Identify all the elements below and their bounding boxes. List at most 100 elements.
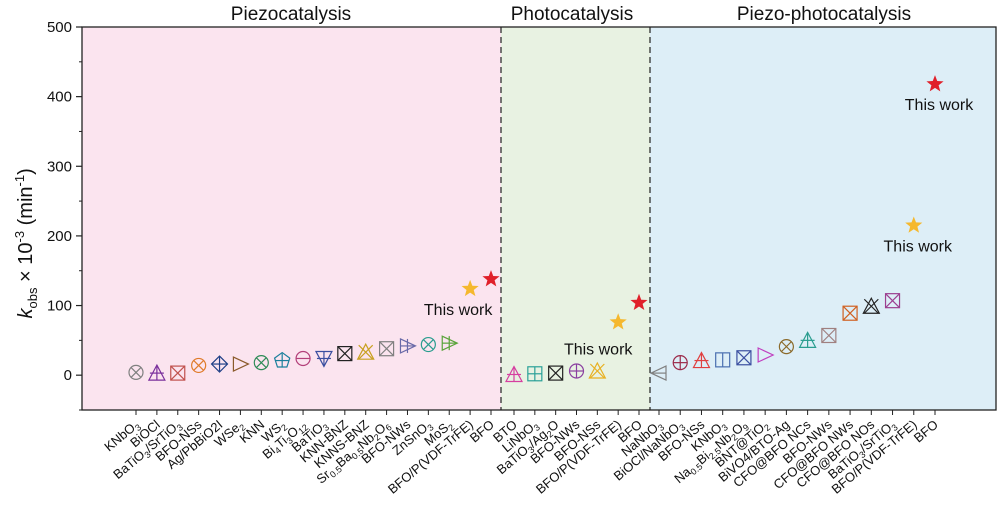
y-tick-label: 0 — [64, 367, 72, 384]
label-subscript: 3 — [720, 422, 730, 433]
marker-part — [821, 327, 837, 344]
marker-part — [337, 346, 353, 362]
data-point — [482, 270, 500, 287]
marker-part — [422, 339, 434, 350]
marker-part — [337, 345, 353, 362]
data-point — [356, 342, 375, 360]
label-subscript: 2 — [762, 422, 772, 433]
y-label-part: -3 — [12, 231, 27, 243]
marker-part — [884, 293, 901, 309]
star-marker — [461, 279, 479, 297]
marker-part — [588, 361, 607, 379]
label-subscript: 3 — [133, 422, 143, 433]
data-point — [715, 352, 731, 368]
x-tick-label: Bi4Ti3O12 — [259, 417, 310, 464]
region-piezo-photocatalysis — [650, 27, 996, 410]
y-tick-label: 300 — [47, 158, 72, 175]
label-subscript: 3 — [656, 422, 666, 433]
y-tick-label: 100 — [47, 298, 72, 315]
data-point — [842, 305, 858, 321]
marker-part — [863, 298, 879, 314]
y-axis-title: kobs × 10-3 (min-1) — [12, 168, 40, 318]
data-point — [147, 363, 166, 381]
data-point — [778, 339, 794, 355]
y-axis-label: kobs × 10-3 (min-1) — [12, 168, 40, 318]
data-point — [399, 337, 417, 354]
data-point — [210, 355, 229, 373]
data-point — [191, 357, 207, 374]
label-subscript: 2 — [729, 432, 739, 443]
label-text: BFO — [911, 417, 941, 446]
marker-part — [420, 336, 436, 353]
y-label-part: -1 — [12, 175, 27, 187]
data-point — [548, 365, 564, 381]
label-subscript: 2 — [545, 429, 555, 440]
marker-part — [193, 360, 205, 371]
label-subscript: 12 — [296, 422, 310, 436]
data-point — [862, 296, 881, 314]
data-point — [568, 363, 585, 379]
marker-part — [736, 350, 752, 366]
y-label-part: k — [15, 308, 37, 319]
data-point — [692, 351, 711, 369]
marker-part — [378, 341, 395, 357]
label-subscript: 3 — [175, 422, 185, 433]
label-subscript: 2 — [446, 422, 456, 433]
label-subscript: 2 — [372, 432, 382, 443]
data-point — [170, 365, 186, 381]
plot-frame — [81, 26, 997, 411]
label-subscript: 3 — [532, 422, 542, 433]
data-point — [295, 350, 311, 367]
y-label-part: obs — [25, 287, 40, 308]
label-subscript: 3 — [857, 449, 867, 460]
data-point — [672, 355, 688, 371]
axes: 0 100 200 300 400 500 — [47, 19, 936, 415]
y-label-part: ) — [15, 168, 37, 175]
this-work-annotation: This work — [905, 97, 974, 114]
data-point — [649, 365, 667, 382]
y-tick-label: 400 — [47, 89, 72, 106]
marker-part — [128, 364, 144, 380]
this-work-annotation: This work — [424, 302, 493, 319]
star-marker — [482, 270, 500, 287]
data-point — [757, 347, 775, 363]
data-point — [630, 293, 648, 311]
marker-part — [170, 365, 186, 381]
y-label-part: (min — [15, 186, 37, 230]
data-point — [273, 351, 291, 368]
region-titles: Piezocatalysis Photocatalysis Piezo-photoc… — [231, 4, 911, 25]
marker-part — [379, 341, 395, 357]
data-point — [337, 345, 353, 362]
marker-part — [885, 293, 900, 309]
label-subscript: 3 — [285, 435, 295, 446]
data-point — [527, 366, 543, 382]
label-subscript: 2 — [279, 422, 289, 433]
marker-part — [778, 339, 794, 355]
data-point — [609, 313, 627, 330]
marker-part — [232, 356, 250, 372]
marker-part — [548, 365, 564, 381]
data-point — [798, 331, 817, 348]
marker-part — [548, 365, 564, 381]
marker-part — [358, 344, 374, 360]
data-point — [588, 361, 607, 379]
region-title: Piezo-photocatalysis — [737, 4, 911, 25]
label-subscript: 2 — [237, 422, 247, 433]
plot-border — [81, 26, 997, 411]
label-subscript: 6 — [384, 422, 394, 433]
region-piezocatalysis — [82, 27, 501, 410]
data-point — [821, 327, 837, 344]
region-title: Piezocatalysis — [231, 4, 351, 25]
data-point — [461, 279, 479, 297]
label-subscript: 3 — [321, 422, 331, 433]
data-point — [420, 336, 436, 353]
annotations: This work This work This work This work — [424, 97, 974, 358]
label-subscript: 3 — [142, 449, 152, 460]
marker-part — [757, 347, 775, 363]
label-subscript: 3 — [889, 422, 899, 433]
data-point — [905, 216, 923, 233]
label-subscript: 3 — [526, 444, 536, 455]
marker-part — [842, 305, 858, 321]
marker-part — [130, 366, 142, 378]
region-backgrounds — [82, 27, 996, 410]
